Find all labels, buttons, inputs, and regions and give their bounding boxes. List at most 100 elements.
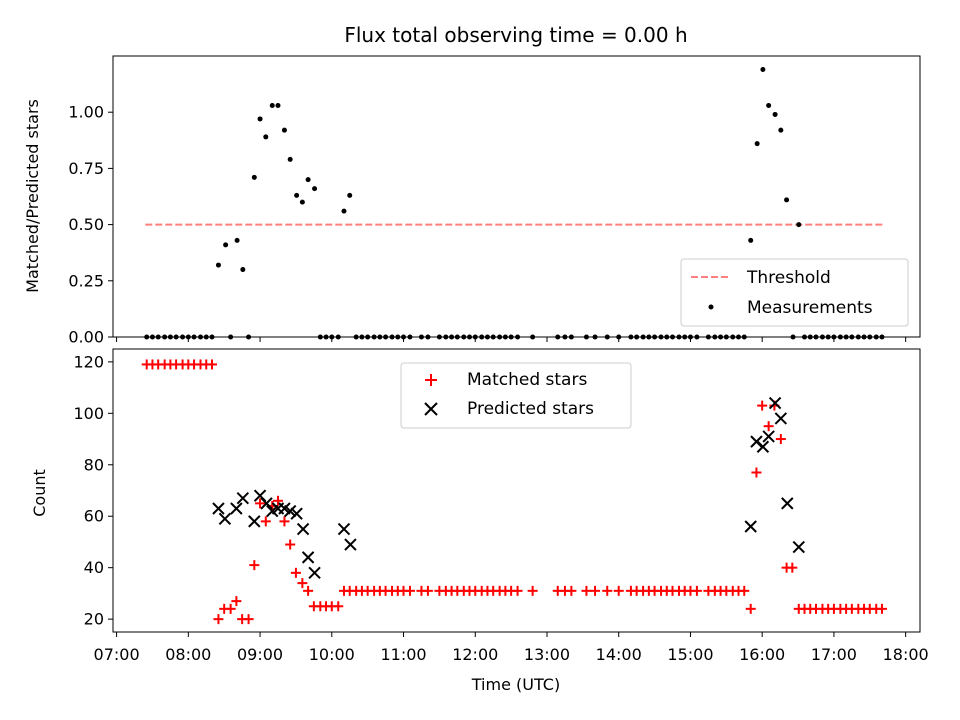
measurement-point — [299, 199, 305, 205]
x-tick-label: 17:00 — [811, 645, 857, 664]
measurement-point — [287, 156, 293, 162]
predicted-star-point — [756, 440, 770, 453]
matched-star-point — [775, 434, 786, 445]
measurement-point — [269, 102, 275, 108]
top-y-tick-label: 1.00 — [68, 103, 104, 122]
top-y-tick-label: 0.75 — [68, 159, 104, 178]
matched-star-point — [745, 603, 756, 614]
matched-star-point — [297, 578, 308, 589]
matched-star-point — [751, 467, 762, 478]
chart-title: Flux total observing time = 0.00 h — [344, 23, 687, 47]
x-tick-label: 08:00 — [165, 645, 211, 664]
matched-star-point — [590, 585, 601, 596]
measurement-point — [223, 242, 229, 248]
x-tick-label: 09:00 — [237, 645, 283, 664]
matched-star-point — [691, 585, 702, 596]
matched-star-point — [213, 614, 224, 625]
legend-measurements-label: Measurements — [747, 298, 873, 318]
predicted-star-point — [744, 520, 757, 533]
predicted-star-point — [260, 497, 273, 510]
matched-star-point — [303, 585, 314, 596]
measurement-point — [748, 237, 754, 243]
matched-star-point — [422, 585, 433, 596]
top-y-tick-label: 0.00 — [68, 328, 104, 347]
predicted-star-point — [290, 507, 303, 520]
measurement-point — [341, 208, 347, 214]
predicted-star-point — [781, 497, 794, 510]
predicted-star-point — [337, 522, 351, 536]
legend-measurements-swatch — [708, 304, 714, 310]
matched-star-point — [290, 567, 301, 578]
matched-star-point — [272, 495, 283, 506]
measurement-point — [778, 127, 784, 133]
measurement-point — [312, 186, 318, 192]
x-tick-label: 10:00 — [309, 645, 355, 664]
matched-star-point — [876, 603, 887, 614]
legend-predicted-label: Predicted stars — [467, 399, 594, 419]
matched-star-point — [739, 585, 750, 596]
bottom-axes-frame — [112, 348, 921, 633]
matched-star-point — [260, 516, 271, 527]
legend-matched-label: Matched stars — [467, 370, 587, 390]
matched-star-point — [243, 614, 254, 625]
predicted-star-point — [792, 540, 805, 554]
top-panel: Flux total observing time = 0.00 h Match… — [23, 23, 921, 347]
bottom-y-tick-label: 40 — [84, 558, 104, 577]
measurement-point — [796, 222, 802, 228]
top-axes-frame — [112, 55, 921, 338]
x-tick-label: 18:00 — [883, 645, 929, 664]
predicted-star-point — [230, 502, 243, 515]
matched-star-point — [527, 585, 538, 596]
measurement-point — [281, 127, 287, 133]
matched-star-point — [231, 596, 242, 607]
measurement-point — [263, 134, 269, 140]
matched-star-point — [333, 601, 344, 612]
bottom-y-tick-label: 120 — [73, 352, 104, 371]
predicted-star-point — [768, 396, 782, 410]
bottom-panel: Count Time (UTC) 20 40 60 80 100 120 07:00 08:… — [30, 348, 929, 694]
matched-star-point — [763, 421, 774, 432]
measurement-point — [784, 197, 790, 203]
top-y-tick-label: 0.50 — [68, 215, 104, 234]
measurement-point — [766, 102, 772, 108]
predicted-star-point — [283, 504, 297, 518]
measurement-point — [294, 192, 300, 198]
top-y-tick-label: 0.25 — [68, 271, 104, 290]
bottom-y-tick-label: 100 — [73, 404, 104, 423]
measurement-point — [215, 262, 221, 268]
top-y-axis-label: Matched/Predicted stars — [23, 99, 42, 293]
top-legend-box — [680, 258, 909, 327]
measurement-point — [754, 141, 760, 147]
x-tick-label: 11:00 — [380, 645, 426, 664]
predicted-star-point — [212, 502, 225, 515]
bottom-y-axis-label: Count — [30, 469, 49, 517]
matched-star-point — [566, 585, 577, 596]
predicted-star-point — [218, 512, 232, 526]
matched-star-point — [225, 603, 236, 614]
legend-predicted-swatch — [424, 402, 438, 416]
top-plot-area — [144, 66, 885, 340]
matched-star-point — [613, 585, 624, 596]
predicted-star-point — [308, 566, 321, 580]
matched-star-point — [255, 498, 266, 509]
predicted-star-point — [296, 522, 310, 536]
top-legend: Threshold Measurements — [680, 258, 909, 327]
predicted-star-point — [774, 412, 788, 425]
predicted-star-point — [344, 538, 357, 551]
matched-star-point — [602, 585, 613, 596]
matched-star-point — [787, 562, 798, 573]
measurement-point — [257, 116, 263, 122]
bottom-legend-box — [400, 362, 632, 429]
x-tick-label: 13:00 — [524, 645, 570, 664]
bottom-x-ticks: 07:00 08:00 09:00 10:00 11:00 12:00 13:00 14:00… — [94, 632, 929, 664]
predicted-star-point — [762, 430, 775, 443]
matched-star-point — [512, 585, 523, 596]
x-tick-label: 14:00 — [596, 645, 642, 664]
predicted-star-point — [236, 492, 250, 505]
x-tick-label: 16:00 — [739, 645, 785, 664]
measurement-point — [760, 66, 766, 72]
measurement-point — [305, 177, 311, 183]
predicted-star-point — [301, 551, 315, 564]
measurement-point — [251, 174, 257, 180]
